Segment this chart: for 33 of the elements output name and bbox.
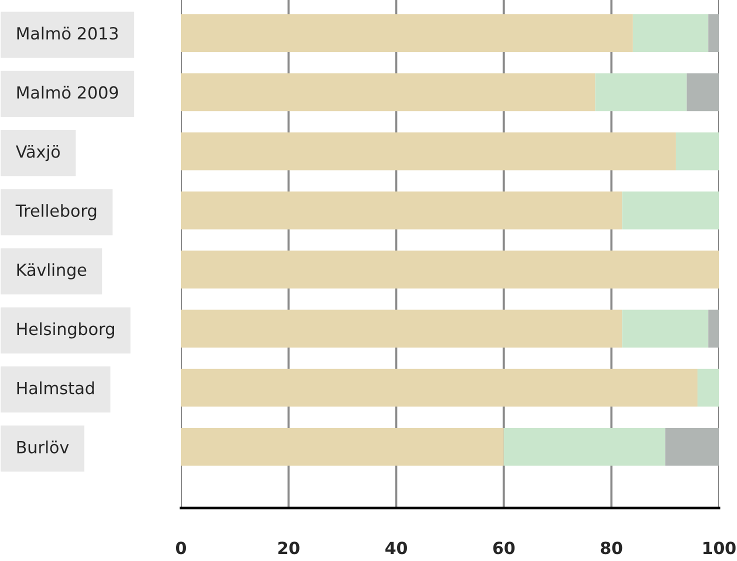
y-tick-label: Växjö bbox=[16, 144, 60, 162]
bar bbox=[181, 428, 504, 466]
y-tick-label: Helsingborg bbox=[17, 322, 114, 338]
bar bbox=[504, 428, 666, 466]
bar bbox=[665, 428, 719, 466]
x-tick-label: 80 bbox=[600, 542, 622, 554]
bar bbox=[181, 191, 622, 230]
bar bbox=[632, 14, 708, 52]
bar bbox=[676, 132, 719, 170]
x-tick-label: 20 bbox=[278, 542, 300, 554]
bar bbox=[181, 310, 622, 348]
bar bbox=[686, 73, 719, 112]
x-tick-label: 40 bbox=[385, 542, 407, 554]
bar bbox=[708, 14, 719, 52]
x-tick-label: 100 bbox=[703, 542, 736, 554]
y-tick-label: Malmö 2013 bbox=[17, 26, 118, 40]
bar bbox=[181, 368, 698, 407]
bar bbox=[181, 14, 633, 52]
bar bbox=[708, 310, 719, 348]
bar bbox=[622, 310, 708, 348]
bar bbox=[595, 73, 687, 112]
y-tick-label: Burlöv bbox=[17, 440, 69, 454]
y-tick-label: Trelleborg bbox=[16, 204, 96, 220]
bar bbox=[181, 132, 676, 170]
y-tick-label: Halmstad bbox=[17, 381, 94, 394]
bar bbox=[622, 191, 719, 230]
bar bbox=[181, 250, 719, 288]
bar bbox=[181, 73, 596, 112]
x-tick-label: 0 bbox=[176, 542, 186, 554]
bar bbox=[697, 368, 719, 407]
y-tick-label: Malmö 2009 bbox=[17, 86, 118, 99]
y-tick-label: Kävlinge bbox=[17, 263, 86, 280]
x-tick-label: 60 bbox=[493, 542, 515, 554]
